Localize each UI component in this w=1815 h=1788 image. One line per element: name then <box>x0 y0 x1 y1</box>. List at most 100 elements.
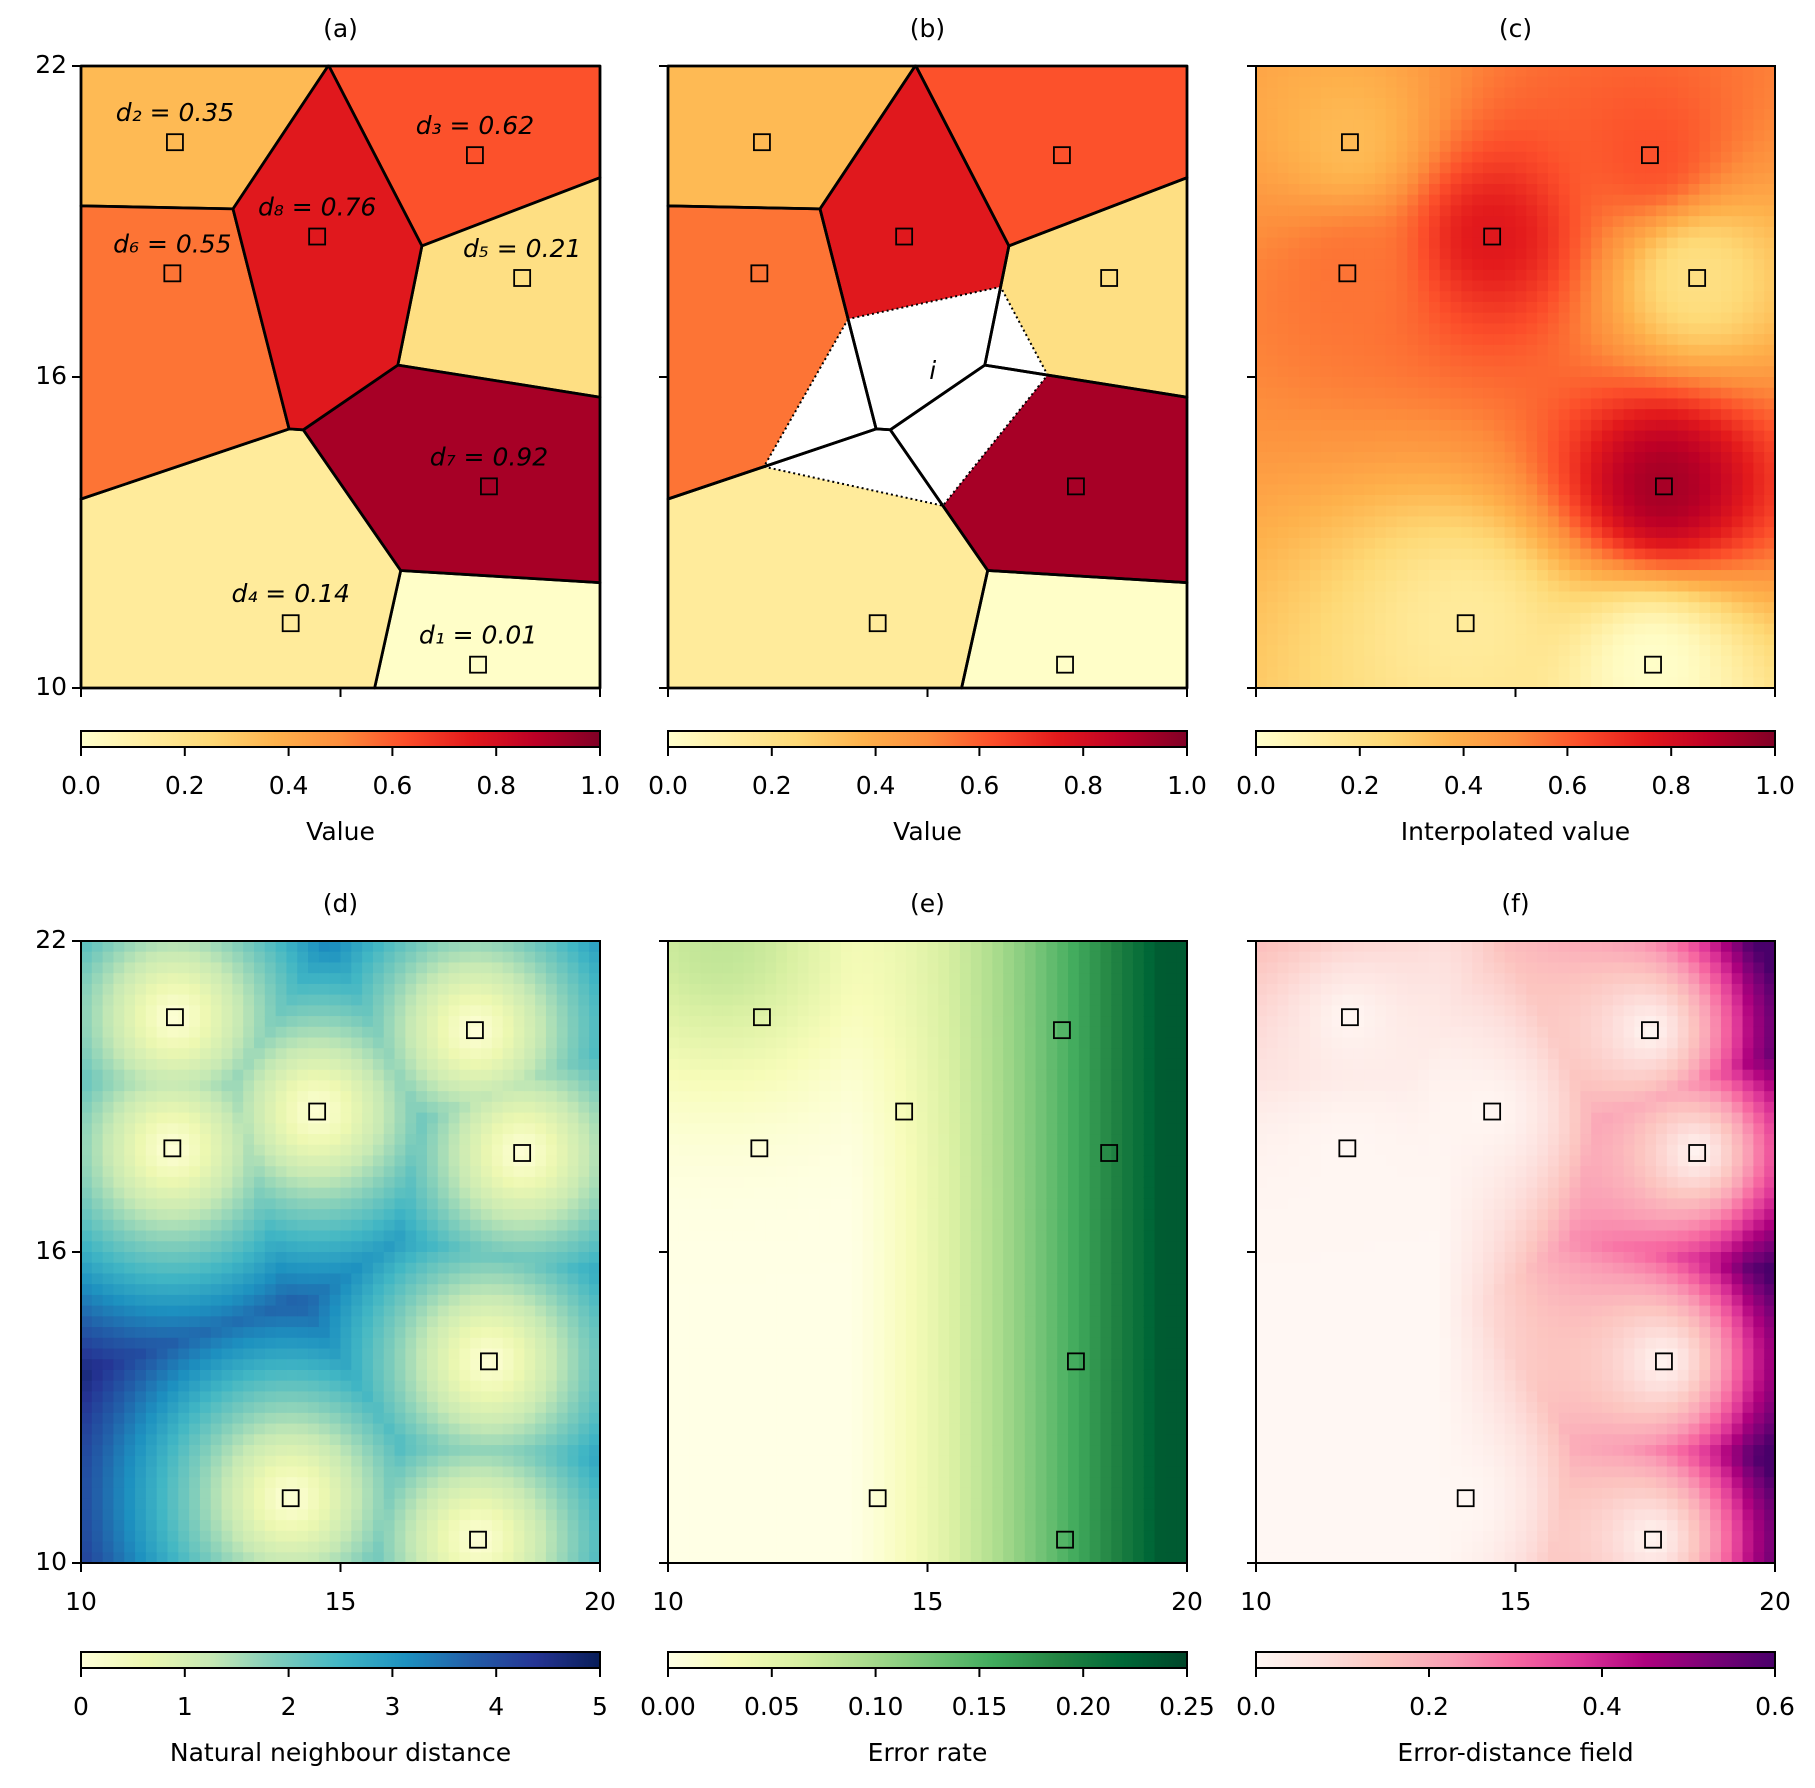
field-cell <box>1710 66 1722 78</box>
field-cell <box>1483 452 1495 464</box>
field-cell <box>1385 377 1398 389</box>
field-cell <box>264 1455 277 1468</box>
field-cell <box>1569 130 1581 142</box>
field-cell <box>416 1091 428 1103</box>
colorbar-tick-label: 0.0 <box>1236 771 1276 800</box>
field-cell <box>275 1337 288 1350</box>
field-cell <box>199 1541 212 1553</box>
field-cell <box>135 1391 147 1403</box>
field-cell <box>1612 344 1625 357</box>
field-cell <box>405 1241 417 1253</box>
field-cell <box>221 1541 233 1553</box>
field-cell <box>1396 323 1408 335</box>
field-cell <box>1753 76 1765 89</box>
field-cell <box>362 1155 374 1167</box>
field-cell <box>427 1284 439 1296</box>
field-cell <box>1688 162 1700 174</box>
field-cell <box>1439 409 1452 421</box>
field-cell <box>427 1058 439 1071</box>
field-cell <box>1547 537 1560 550</box>
field-cell <box>427 1509 439 1521</box>
field-cell <box>1569 226 1581 239</box>
field-cell <box>1429 237 1441 249</box>
field-cell <box>1472 602 1484 614</box>
colorbar-label: Interpolated value <box>1401 817 1630 846</box>
field-cell <box>1547 409 1560 421</box>
field-cell <box>254 994 266 1006</box>
field-cell <box>178 1552 190 1564</box>
field-cell <box>232 1026 244 1039</box>
field-cell <box>199 941 212 953</box>
field-cell <box>383 1541 396 1553</box>
field-cell <box>1342 162 1354 174</box>
field-cell <box>297 1412 309 1425</box>
sample-point <box>1644 655 1662 674</box>
field-cell <box>1353 151 1365 164</box>
field-cell <box>275 1445 288 1457</box>
field-cell <box>1266 119 1279 131</box>
field-cell <box>210 1166 223 1178</box>
field-cell <box>102 973 115 985</box>
field-cell <box>1396 119 1408 131</box>
field-cell <box>1547 130 1560 142</box>
field-cell <box>1418 548 1430 560</box>
field-cell <box>264 1477 277 1489</box>
field-cell <box>135 1552 147 1564</box>
field-cell <box>1288 591 1300 603</box>
field-cell <box>1580 387 1592 400</box>
field-cell <box>1710 248 1722 260</box>
field-cell <box>135 1166 147 1178</box>
field-cell <box>416 1455 428 1468</box>
field-cell <box>1515 162 1527 174</box>
field-cell <box>1331 366 1344 378</box>
field-cell <box>1353 301 1365 314</box>
field-cell <box>243 1498 255 1510</box>
field-cell <box>135 1230 147 1242</box>
field-cell <box>1364 387 1376 400</box>
field-cell <box>1418 645 1430 657</box>
field-cell <box>199 962 212 974</box>
field-cell <box>340 1530 352 1543</box>
field-cell <box>1731 591 1744 603</box>
field-cell <box>1612 334 1625 346</box>
field-cell <box>254 973 266 985</box>
field-cell <box>1526 645 1538 657</box>
field-cell <box>329 1530 342 1543</box>
field-cell <box>1320 66 1333 78</box>
field-cell <box>383 1316 396 1328</box>
field-cell <box>124 1327 136 1339</box>
field-cell <box>1407 151 1419 164</box>
field-cell <box>1526 355 1538 367</box>
field-cell <box>1602 269 1614 282</box>
field-cell <box>1764 505 1776 518</box>
field-cell <box>1277 141 1290 153</box>
field-cell <box>448 1080 461 1092</box>
field-cell <box>1764 623 1776 635</box>
field-cell <box>372 1369 385 1382</box>
field-cell <box>135 1284 147 1296</box>
field-cell <box>1439 248 1452 260</box>
field-cell <box>362 1477 374 1489</box>
field-cell <box>1450 655 1463 668</box>
field-cell <box>1331 248 1344 260</box>
field-cell <box>254 1058 266 1071</box>
field-cell <box>1266 634 1279 646</box>
field-cell <box>1677 612 1690 625</box>
field-cell <box>448 1262 461 1275</box>
field-cell <box>329 1477 342 1489</box>
field-cell <box>1504 173 1517 185</box>
field-cell <box>1558 452 1571 464</box>
field-cell <box>448 1123 461 1135</box>
field-cell <box>275 1541 288 1553</box>
field-cell <box>135 1294 147 1307</box>
field-cell <box>394 941 406 953</box>
field-cell <box>221 1144 233 1157</box>
field-cell <box>1483 237 1495 249</box>
field-cell <box>189 1016 201 1028</box>
field-cell <box>1439 494 1452 507</box>
field-cell <box>1677 677 1690 689</box>
field-cell <box>167 973 179 985</box>
field-cell <box>1515 366 1527 378</box>
field-cell <box>91 1058 104 1071</box>
field-cell <box>1418 108 1430 121</box>
